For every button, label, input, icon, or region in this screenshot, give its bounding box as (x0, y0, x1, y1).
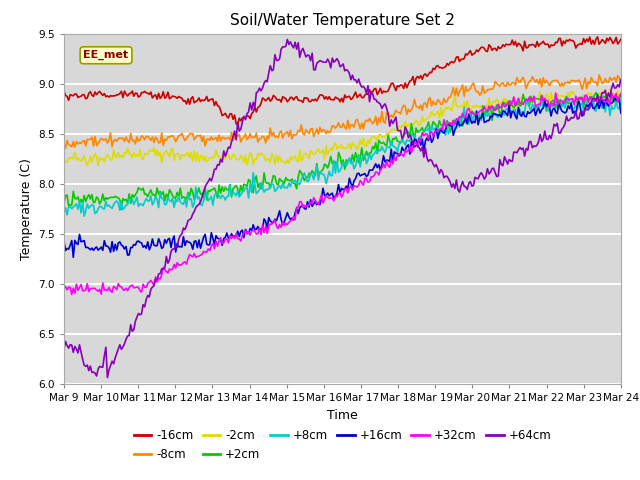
Title: Soil/Water Temperature Set 2: Soil/Water Temperature Set 2 (230, 13, 455, 28)
Legend: -16cm, -8cm, -2cm, +2cm, +8cm, +16cm, +32cm, +64cm: -16cm, -8cm, -2cm, +2cm, +8cm, +16cm, +3… (129, 424, 556, 466)
Y-axis label: Temperature (C): Temperature (C) (20, 158, 33, 260)
Text: EE_met: EE_met (83, 50, 129, 60)
X-axis label: Time: Time (327, 408, 358, 421)
